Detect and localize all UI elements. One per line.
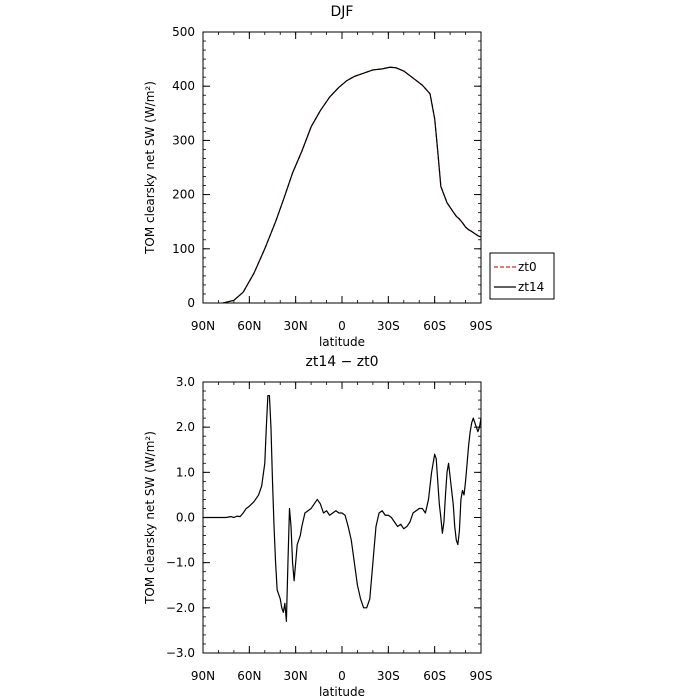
- y-tick-label: 500: [172, 25, 195, 39]
- chart-title: DJF: [331, 4, 354, 20]
- plot-frame: [202, 381, 482, 654]
- x-tick-label: 60N: [237, 319, 261, 333]
- x-axis-label: latitude: [319, 335, 365, 349]
- legend-label-zt14: zt14: [518, 280, 544, 294]
- y-axis-label: TOM clearsky net SW (W/m²): [143, 431, 157, 605]
- x-tick-label: 90S: [470, 319, 493, 333]
- x-tick-label: 60S: [423, 319, 446, 333]
- x-tick-label: 60S: [423, 669, 446, 683]
- chart-panel-1: DJF 90N 60N 30N 0 30S 60S 90S 0 100 200 300 400 500 la…: [143, 4, 492, 349]
- chart-panel-2: zt14 − zt0 90N 60N 30N 0 30S 60S 90S −3.0 −2.0 −1.…: [143, 354, 492, 699]
- x-tick-label: 0: [338, 319, 346, 333]
- x-tick-label: 30S: [377, 319, 400, 333]
- y-tick-label: −3.0: [166, 646, 195, 660]
- y-tick-label: 2.0: [176, 420, 195, 434]
- x-tick-label: 30N: [284, 669, 308, 683]
- x-tick-label: 30N: [284, 319, 308, 333]
- chart-title: zt14 − zt0: [305, 354, 378, 370]
- y-axis-label: TOM clearsky net SW (W/m²): [143, 81, 157, 255]
- y-tick-label: 100: [172, 242, 195, 256]
- y-tick-label: 1.0: [176, 465, 195, 479]
- x-axis-label: latitude: [319, 685, 365, 699]
- y-tick-label: 400: [172, 79, 195, 93]
- x-tick-label: 0: [338, 669, 346, 683]
- legend-box: [489, 252, 555, 300]
- series-line-series-1: [203, 394, 482, 622]
- y-tick-label: −1.0: [166, 556, 195, 570]
- y-tick-label: −2.0: [166, 601, 195, 615]
- x-tick-label: 90N: [191, 319, 215, 333]
- y-tick-label: 0: [187, 296, 195, 310]
- y-tick-label: 300: [172, 133, 195, 147]
- y-tick-label: 0.0: [176, 511, 195, 525]
- legend-label-zt0: zt0: [518, 260, 537, 274]
- x-tick-label: 90N: [191, 669, 215, 683]
- series-line-zt0: [222, 66, 482, 304]
- y-tick-label: 200: [172, 188, 195, 202]
- x-tick-label: 90S: [470, 669, 493, 683]
- y-tick-label: 3.0: [176, 375, 195, 389]
- series-line-zt14: [222, 66, 482, 304]
- x-tick-label: 30S: [377, 669, 400, 683]
- x-tick-label: 60N: [237, 669, 261, 683]
- legend: zt0 zt14: [489, 252, 555, 300]
